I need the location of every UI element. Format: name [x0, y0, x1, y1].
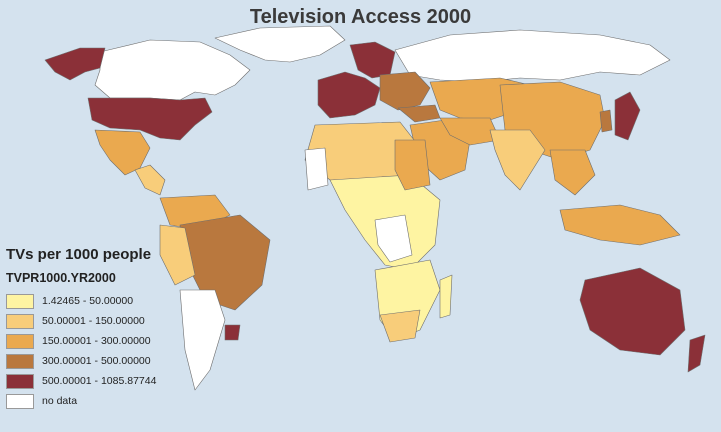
region-mexico	[94, 129, 151, 176]
legend-label: no data	[42, 395, 78, 407]
legend: TVs per 1000 people TVPR1000.YR2000 1.42…	[6, 246, 186, 411]
region-turkey	[397, 104, 441, 123]
legend-swatch	[6, 353, 34, 369]
region-madagascar	[439, 274, 453, 319]
region-scandinavia	[349, 41, 396, 79]
legend-item: 150.00001 - 300.00000	[6, 331, 186, 351]
legend-item: 300.00001 - 500.00000	[6, 351, 186, 371]
legend-label: 1.42465 - 50.00000	[42, 295, 134, 307]
legend-swatch	[6, 293, 34, 309]
region-alaska	[44, 47, 106, 81]
legend-field-name: TVPR1000.YR2000	[6, 271, 116, 285]
region-peru-bolivia	[159, 224, 196, 286]
region-sudan	[394, 139, 431, 191]
legend-swatch	[6, 333, 34, 349]
legend-swatch	[6, 393, 34, 409]
legend-label: 500.00001 - 1085.87744	[42, 375, 157, 387]
region-japan	[614, 91, 641, 141]
region-canada	[94, 39, 251, 101]
region-central-america	[134, 164, 166, 196]
legend-item: 1.42465 - 50.00000	[6, 291, 186, 311]
region-south-africa	[379, 309, 421, 343]
legend-item: no data	[6, 391, 186, 411]
legend-heading: TVs per 1000 people	[6, 246, 152, 263]
legend-swatch	[6, 313, 34, 329]
region-korea	[599, 109, 613, 133]
region-iran	[439, 117, 501, 146]
legend-item: 50.00001 - 150.00000	[6, 311, 186, 331]
region-west-sahara	[304, 147, 329, 191]
legend-label: 150.00001 - 300.00000	[42, 335, 151, 347]
region-australia	[579, 267, 686, 356]
legend-label: 300.00001 - 500.00000	[42, 355, 151, 367]
region-russia	[394, 29, 671, 83]
region-new-zealand	[687, 334, 706, 373]
legend-item: 500.00001 - 1085.87744	[6, 371, 186, 391]
legend-label: 50.00001 - 150.00000	[42, 315, 145, 327]
region-congo	[374, 214, 413, 263]
region-western-europe	[317, 71, 381, 119]
region-usa	[87, 97, 213, 141]
region-eastern-europe	[379, 71, 431, 111]
region-greenland	[214, 25, 346, 63]
legend-swatch	[6, 373, 34, 389]
region-india	[489, 129, 546, 191]
map-title: Television Access 2000	[249, 6, 472, 28]
legend-rows: 1.42465 - 50.00000 50.00001 - 150.00000 15…	[6, 291, 186, 411]
region-se-asia	[549, 149, 596, 196]
region-argentina	[179, 289, 226, 391]
region-indonesia	[559, 204, 681, 246]
region-uruguay	[224, 324, 241, 341]
